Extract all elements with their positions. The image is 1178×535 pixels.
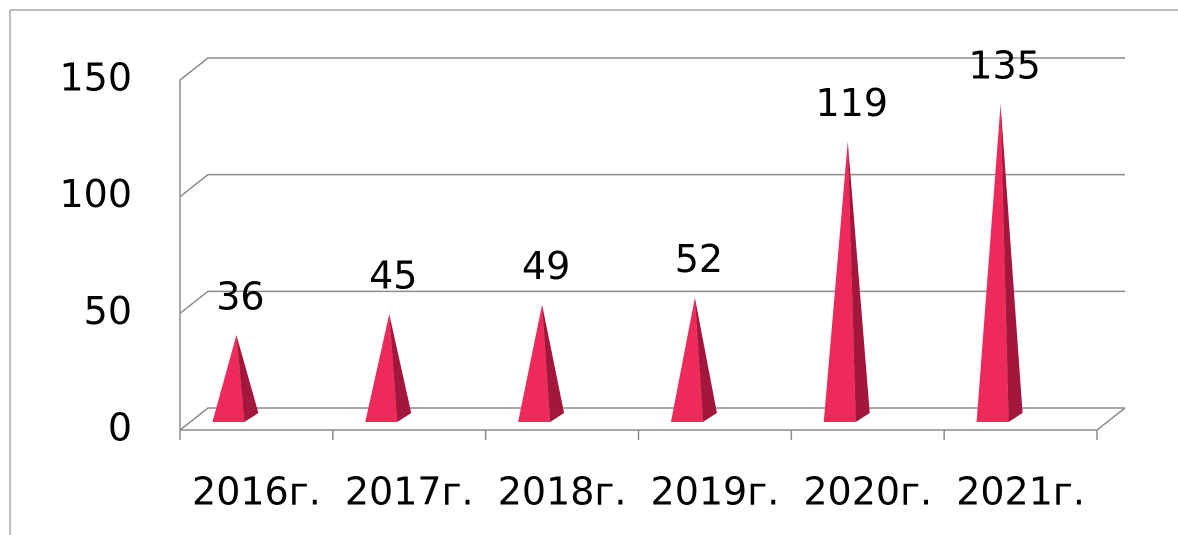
value-label: 119: [815, 81, 888, 125]
x-tick-label: 2021г.: [956, 470, 1085, 514]
y-tick-label: 150: [59, 56, 132, 100]
y-tick-label: 0: [108, 406, 132, 450]
bar: [670, 297, 717, 422]
value-label: 52: [675, 237, 723, 281]
bar-side: [236, 335, 259, 422]
bar: [212, 335, 259, 422]
bar-front: [365, 314, 398, 422]
value-label: 49: [522, 244, 570, 288]
grid-line: [179, 173, 1125, 198]
bar-side: [389, 314, 412, 422]
bar-front: [212, 335, 245, 422]
bar-side: [1000, 104, 1023, 422]
bar-front: [670, 297, 703, 422]
grid-line: [179, 290, 1125, 314]
bar-front: [823, 141, 856, 423]
value-label: 45: [369, 254, 417, 298]
x-tick-label: 2020г.: [803, 470, 932, 514]
bar: [823, 141, 870, 423]
bar-front: [518, 304, 551, 422]
bar-side: [694, 297, 717, 422]
x-tick-label: 2019г.: [651, 470, 780, 514]
value-label: 36: [216, 275, 264, 319]
y-tick-label: 50: [84, 289, 132, 333]
bar-side: [542, 304, 565, 422]
grid-line: [179, 57, 1125, 81]
x-tick-label: 2018г.: [498, 470, 627, 514]
bar: [976, 104, 1023, 422]
bar-side: [847, 141, 870, 423]
bar: [365, 314, 412, 422]
value-label: 135: [968, 44, 1041, 88]
grid-line: [179, 407, 1125, 431]
bar-front: [976, 104, 1009, 422]
x-tick-label: 2017г.: [345, 470, 474, 514]
x-tick-label: 2016г.: [192, 470, 321, 514]
y-tick-label: 100: [59, 172, 132, 216]
bar: [518, 304, 565, 422]
